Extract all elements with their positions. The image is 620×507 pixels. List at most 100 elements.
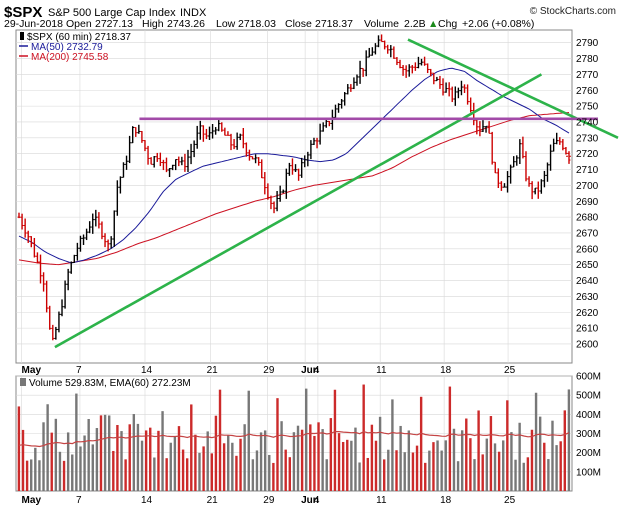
volume-bar — [395, 450, 398, 491]
x-tick-label: 21 — [207, 495, 219, 506]
resistance-trendline — [407, 38, 619, 140]
volume-bar — [309, 424, 312, 491]
volume-bar — [177, 426, 181, 491]
open-value: 2727.13 — [95, 18, 133, 30]
volume-bar — [206, 431, 209, 491]
volume-bar — [292, 432, 296, 491]
volume-bar — [194, 434, 197, 491]
volume-bar — [321, 429, 324, 491]
volume-bar — [563, 410, 566, 491]
volume-bar — [263, 430, 267, 491]
price-tick-label: 2620 — [576, 308, 599, 319]
volume-legend: Volume 529.83M, EMA(60) 272.23M — [20, 378, 191, 389]
volume-bar — [317, 422, 320, 491]
volume-bar — [313, 435, 316, 491]
volume-bar — [300, 429, 304, 491]
chg-label: Chg — [438, 18, 457, 30]
trendlines — [54, 38, 619, 349]
volume-bar — [567, 389, 571, 491]
volume-bar — [460, 430, 464, 491]
volume-bar — [165, 458, 168, 491]
volume-bar — [276, 398, 279, 491]
volume-tick-label: 200M — [576, 448, 601, 459]
volume-bar — [280, 421, 283, 491]
volume-bar — [456, 461, 460, 491]
volume-bar — [247, 390, 250, 491]
price-tick-label: 2610 — [576, 324, 599, 335]
x-tick-label: 14 — [141, 495, 153, 506]
volume-bar — [284, 449, 287, 491]
volume-bar — [198, 452, 201, 491]
price-tick-label: 2790 — [576, 38, 599, 49]
x-tick-label: 11 — [376, 365, 387, 376]
volume-bar — [190, 404, 193, 491]
volume-bar — [543, 442, 546, 491]
volume-bar — [87, 419, 90, 491]
volume-bar — [374, 440, 378, 491]
low-label: Low — [216, 18, 236, 30]
volume-bar — [333, 389, 337, 491]
volume-bar — [251, 459, 255, 491]
volume-bar — [112, 450, 115, 491]
x-tick-label: 7 — [76, 495, 82, 506]
volume-bar — [350, 440, 353, 491]
x-tick-label: Jun — [301, 365, 319, 376]
volume-bar — [497, 451, 501, 491]
volume-bar — [354, 427, 357, 491]
price-tick-label: 2750 — [576, 102, 599, 113]
price-tick-label: 2680 — [576, 213, 599, 224]
volume-bar — [116, 425, 119, 491]
close-label: Close — [285, 18, 312, 30]
symbol: $SPX — [4, 4, 42, 21]
volume-bar — [465, 418, 468, 491]
date: 29-Jun-2018 — [4, 18, 63, 30]
volume-bar — [235, 455, 238, 491]
high-label: High — [142, 18, 164, 30]
x-tick-label: 29 — [263, 365, 275, 376]
volume-ema-line — [18, 431, 570, 448]
volume-bar — [370, 424, 374, 491]
volume-bar — [440, 450, 443, 491]
security-name: S&P 500 Large Cap Index — [48, 7, 176, 19]
volume-bar — [136, 423, 140, 491]
volume-bar — [378, 416, 382, 491]
volume-bar — [325, 459, 328, 491]
volume-bar — [448, 386, 452, 491]
x-tick-label: 21 — [207, 365, 219, 376]
volume-bar — [268, 454, 271, 491]
up-arrow-icon: ▲ — [428, 18, 438, 30]
volume-bar — [218, 389, 222, 491]
volume-bar — [382, 459, 386, 491]
x-tick-label: May — [22, 365, 42, 376]
volume-bar — [477, 410, 480, 491]
volume-bar — [149, 427, 152, 491]
ma50-line — [18, 67, 570, 264]
volume-bar — [485, 438, 489, 491]
volume-bar — [107, 415, 111, 491]
volume-bar — [91, 444, 94, 491]
x-tick-label: 29 — [263, 495, 275, 506]
volume-bar — [358, 462, 361, 491]
volume-bar — [173, 436, 177, 491]
volume-bar — [432, 442, 435, 491]
volume-bar — [66, 432, 70, 491]
volume-bar — [407, 430, 411, 491]
volume-bar — [411, 452, 415, 491]
chg-value: +2.06 (+0.08%) — [462, 18, 534, 30]
close-value: 2718.37 — [315, 18, 353, 30]
price-tick-label: 2730 — [576, 133, 599, 144]
volume-bar — [415, 445, 419, 491]
volume-bar — [181, 449, 185, 491]
price-axis: 2600 2610 2620 2630 2640 2650 2660 2670 2680 2690… — [576, 38, 599, 350]
volume-bar — [58, 451, 62, 491]
volume-bar — [239, 438, 242, 491]
volume-bar — [329, 418, 333, 491]
price-tick-label: 2600 — [576, 339, 599, 350]
volume-bar — [305, 388, 308, 491]
volume-bar — [403, 452, 406, 491]
volume-bar — [387, 449, 390, 491]
legend-ma50: MA(50) 2732.79 — [31, 42, 103, 53]
high-value: 2743.26 — [167, 18, 205, 30]
x-tick-label: 4 — [314, 495, 320, 506]
price-tick-label: 2660 — [576, 244, 599, 255]
